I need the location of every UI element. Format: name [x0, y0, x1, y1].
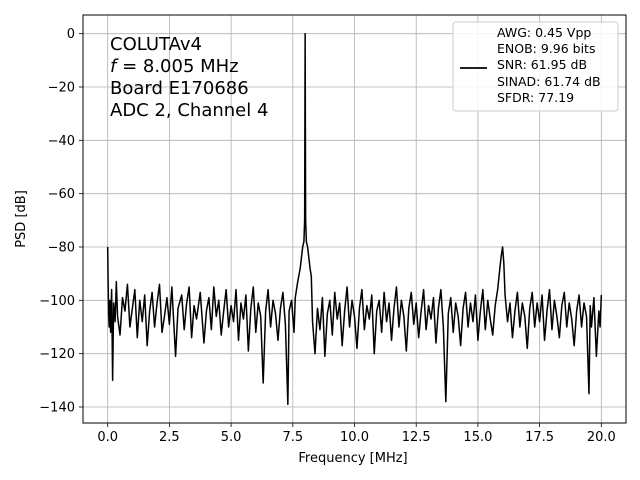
y-axis-title: PSD [dB] [14, 190, 29, 248]
annotation-block: COLUTAv4 f = 8.005 MHz Board E170686 ADC… [110, 34, 268, 121]
x-tick-label: 5.0 [221, 430, 242, 445]
y-tick-label: −140 [39, 401, 75, 416]
annotation-line-4: ADC 2, Channel 4 [110, 100, 268, 121]
y-tick-label: −120 [39, 347, 75, 362]
y-tick-label: −80 [48, 241, 75, 256]
x-tick-label: 0.0 [97, 430, 118, 445]
annotation-line-2: f = 8.005 MHz [110, 56, 239, 77]
x-tick-label: 10.0 [340, 430, 369, 445]
annotation-line-1: COLUTAv4 [110, 34, 202, 55]
y-tick-label: 0 [67, 27, 75, 42]
y-tick-label: −60 [48, 187, 75, 202]
y-tick-label: −100 [39, 294, 75, 309]
y-axis: 0 −20 −40 −60 −80 −100 −120 −140 [39, 27, 83, 416]
psd-series-line [106, 32, 603, 406]
annotation-line-3: Board E170686 [110, 78, 249, 99]
legend-line-1: AWG: 0.45 Vpp [497, 25, 591, 40]
legend-box [452, 21, 619, 112]
x-tick-label: 7.5 [282, 430, 303, 445]
legend-line-4: SINAD: 61.74 dB [497, 74, 601, 89]
annotation-frequency-symbol: f [110, 56, 119, 77]
x-axis-title: Frequency [MHz] [298, 451, 407, 466]
x-tick-label: 17.5 [525, 430, 554, 445]
annotation-frequency-value: = 8.005 MHz [116, 56, 238, 77]
legend: AWG: 0.45 Vpp ENOB: 9.96 bits SNR: 61.95… [452, 21, 619, 112]
x-tick-label: 2.5 [159, 430, 180, 445]
grid [83, 15, 626, 423]
legend-line-2: ENOB: 9.96 bits [497, 41, 595, 56]
series-layer [106, 32, 603, 406]
y-tick-label: −40 [48, 134, 75, 149]
x-tick-label: 15.0 [463, 430, 492, 445]
legend-line-5: SFDR: 77.19 [497, 90, 574, 105]
x-axis: 0.0 2.5 5.0 7.5 10.0 12.5 15.0 17.5 20.0 [97, 423, 616, 445]
y-tick-label: −20 [48, 81, 75, 96]
x-tick-label: 12.5 [402, 430, 431, 445]
x-tick-label: 20.0 [587, 430, 616, 445]
legend-line-3: SNR: 61.95 dB [497, 57, 587, 72]
